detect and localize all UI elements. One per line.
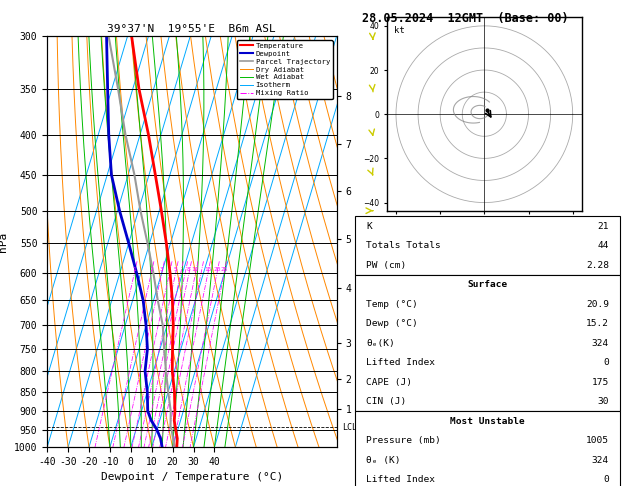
- Text: 1: 1: [132, 267, 136, 272]
- Text: LCL: LCL: [342, 423, 357, 432]
- Text: Totals Totals: Totals Totals: [366, 241, 441, 250]
- Text: θₑ(K): θₑ(K): [366, 339, 395, 347]
- Text: 21: 21: [598, 222, 609, 230]
- Text: 15.2: 15.2: [586, 319, 609, 328]
- Text: 324: 324: [592, 455, 609, 465]
- Text: Temp (°C): Temp (°C): [366, 299, 418, 309]
- Text: PW (cm): PW (cm): [366, 260, 406, 270]
- Text: 10: 10: [192, 267, 199, 272]
- Text: Lifted Index: Lifted Index: [366, 358, 435, 367]
- Y-axis label: km
ASL: km ASL: [363, 232, 379, 251]
- Text: Dewp (°C): Dewp (°C): [366, 319, 418, 328]
- Text: 175: 175: [592, 378, 609, 386]
- X-axis label: Dewpoint / Temperature (°C): Dewpoint / Temperature (°C): [101, 472, 283, 483]
- Text: CIN (J): CIN (J): [366, 397, 406, 406]
- Text: 20: 20: [213, 267, 221, 272]
- Text: CAPE (J): CAPE (J): [366, 378, 412, 386]
- Text: 0: 0: [603, 475, 609, 484]
- Bar: [355, 411, 620, 486]
- Text: 2.28: 2.28: [586, 260, 609, 270]
- Text: Pressure (mb): Pressure (mb): [366, 436, 441, 445]
- Text: Most Unstable: Most Unstable: [450, 417, 525, 426]
- Text: 25: 25: [220, 267, 228, 272]
- Text: 44: 44: [598, 241, 609, 250]
- Text: 0: 0: [603, 358, 609, 367]
- Text: 30: 30: [598, 397, 609, 406]
- Text: 20.9: 20.9: [586, 299, 609, 309]
- Text: Lifted Index: Lifted Index: [366, 475, 435, 484]
- Text: 8: 8: [187, 267, 191, 272]
- Text: 324: 324: [592, 339, 609, 347]
- Title: 39°37'N  19°55'E  B6m ASL: 39°37'N 19°55'E B6m ASL: [108, 24, 276, 35]
- Text: kt: kt: [394, 26, 404, 35]
- Text: 2: 2: [149, 267, 153, 272]
- Text: 3: 3: [160, 267, 164, 272]
- Y-axis label: hPa: hPa: [0, 232, 8, 252]
- Text: 15: 15: [204, 267, 211, 272]
- Bar: [355, 216, 620, 275]
- Bar: [355, 275, 620, 411]
- Text: Surface: Surface: [467, 280, 508, 289]
- Text: θₑ (K): θₑ (K): [366, 455, 401, 465]
- Text: 28.05.2024  12GMT  (Base: 00): 28.05.2024 12GMT (Base: 00): [362, 12, 568, 25]
- Legend: Temperature, Dewpoint, Parcel Trajectory, Dry Adiabat, Wet Adiabat, Isotherm, Mi: Temperature, Dewpoint, Parcel Trajectory…: [237, 40, 333, 99]
- Text: 1005: 1005: [586, 436, 609, 445]
- Text: 5: 5: [174, 267, 177, 272]
- Text: K: K: [366, 222, 372, 230]
